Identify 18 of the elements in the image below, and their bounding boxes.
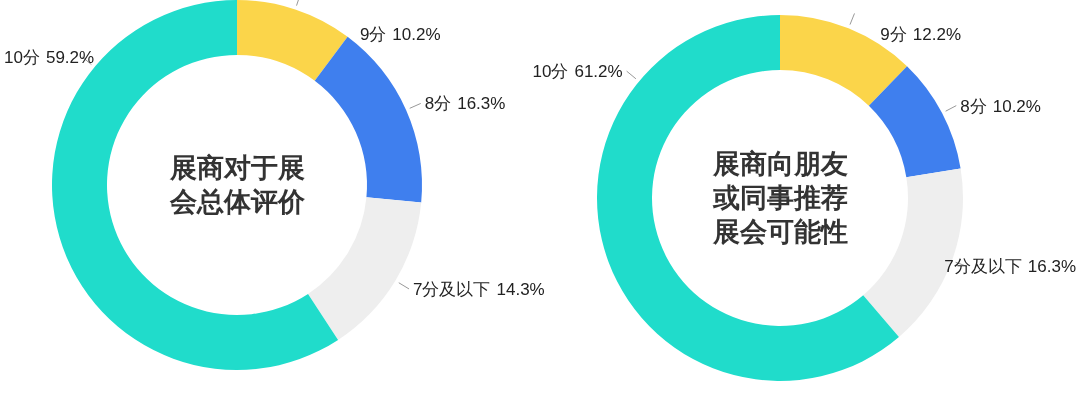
data-label: 16.3% — [1027, 257, 1076, 277]
slice-label: 7分及以下 — [413, 279, 491, 299]
text: 展商向朋友或同事推荐展会可能性 — [711, 148, 849, 249]
data-label: 14.3% — [496, 279, 545, 299]
slice-label: 8分 — [960, 96, 987, 116]
slice-label: 9分 — [359, 25, 387, 44]
text: 展商对于展会总体评价 — [168, 152, 306, 219]
data-label: 10.2% — [392, 25, 441, 44]
data-label: 61.2% — [574, 62, 623, 82]
data-label: 16.3% — [457, 94, 506, 114]
slice-label: 9分 — [880, 25, 907, 44]
slice-label: 10分 — [4, 47, 40, 67]
slice-label: 8分 — [424, 94, 452, 114]
slice-label: 7分及以下 — [944, 257, 1022, 277]
slice-label: 10分 — [532, 62, 569, 82]
data-label: 59.2% — [45, 47, 95, 67]
data-label: 10.2% — [992, 96, 1041, 116]
data-label: 12.2% — [912, 25, 961, 44]
